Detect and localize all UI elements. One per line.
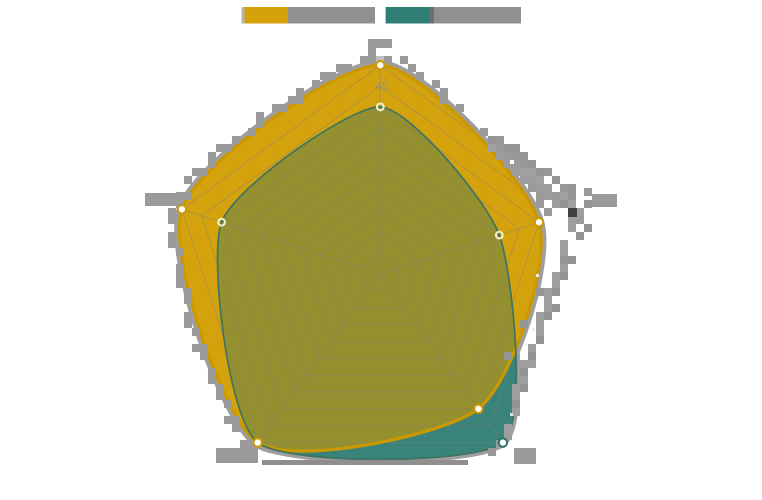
svg-text:45: 45 [376, 81, 389, 93]
